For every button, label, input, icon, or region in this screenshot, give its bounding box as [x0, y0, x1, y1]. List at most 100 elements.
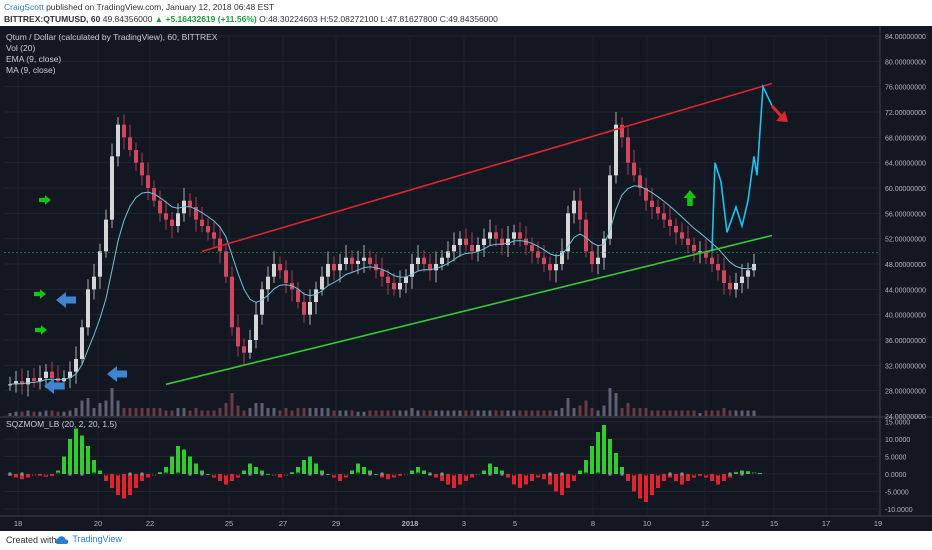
candle-body	[98, 251, 102, 277]
time-tick-label: 25	[225, 519, 233, 528]
momentum-bar	[548, 474, 552, 485]
volume-bar	[170, 410, 174, 416]
squeeze-dot	[164, 472, 168, 476]
volume-bar	[542, 410, 546, 416]
squeeze-dot	[560, 472, 564, 476]
momentum-bar	[56, 470, 60, 474]
momentum-bar	[434, 474, 438, 478]
volume-bar	[266, 408, 270, 416]
momentum-bar	[536, 474, 540, 478]
momentum-bar	[488, 463, 492, 474]
candle-body	[92, 276, 96, 290]
momentum-bar	[296, 467, 300, 474]
momentum-bar	[266, 474, 270, 475]
projection-path	[711, 83, 773, 252]
volume-bar	[290, 410, 294, 416]
squeeze-dot	[188, 472, 192, 476]
candle-body	[212, 232, 216, 239]
candle-body	[344, 257, 348, 264]
volume-bar	[602, 405, 606, 416]
candle-body	[362, 257, 366, 261]
candle-body	[26, 378, 30, 385]
momentum-bar	[194, 463, 198, 474]
author-link[interactable]: CraigScott	[4, 2, 44, 12]
volume-bar	[356, 411, 360, 416]
candle-body	[608, 175, 612, 239]
momentum-bar	[464, 474, 468, 481]
candle-body	[8, 384, 12, 386]
candle-body	[284, 270, 288, 283]
volume-bar	[452, 410, 456, 416]
candle-body	[674, 226, 678, 233]
volume-bar	[104, 400, 108, 416]
candle-body	[452, 245, 456, 252]
squeeze-dot	[356, 472, 360, 476]
momentum-bar	[650, 474, 654, 495]
candle-body	[704, 251, 708, 258]
momentum-bar	[734, 472, 738, 474]
momentum-bar	[626, 474, 630, 481]
squeeze-dot	[224, 472, 228, 476]
candle-body	[476, 245, 480, 252]
legend-volume[interactable]: Vol (20)	[6, 43, 36, 53]
chart-canvas[interactable]: 49.8435600041.30 24.0000000028.000000003…	[0, 26, 932, 531]
volume-bar	[338, 410, 342, 416]
candle-body	[146, 175, 150, 188]
time-tick-label: 2018	[402, 519, 419, 528]
volume-bar	[572, 408, 576, 416]
volume-bar	[14, 411, 18, 416]
momentum-bar	[386, 474, 390, 480]
squeeze-dot	[656, 472, 660, 476]
momentum-bar	[362, 467, 366, 474]
candle-body	[302, 302, 306, 315]
squeeze-dot	[8, 472, 12, 476]
volume-bar	[386, 410, 390, 416]
squeeze-dot	[212, 472, 216, 476]
momentum-bar	[452, 474, 456, 488]
candle-body	[188, 200, 192, 207]
volume-bar	[620, 408, 624, 416]
volume-bar	[722, 408, 726, 416]
upper-trendline	[201, 82, 773, 253]
candle-body	[200, 219, 204, 226]
momentum-bar	[68, 439, 72, 474]
volume-bar	[524, 410, 528, 416]
oscillator-legend[interactable]: SQZMOM_LB (20, 2, 20, 1.5)	[6, 419, 118, 429]
momentum-bar	[512, 474, 516, 485]
tradingview-logo[interactable]: TradingView	[54, 534, 122, 545]
squeeze-dot	[632, 472, 636, 476]
momentum-bar	[578, 470, 582, 474]
candle-body	[86, 289, 90, 328]
squeeze-dot	[512, 472, 516, 476]
squeeze-dot	[548, 472, 552, 476]
candle-body	[398, 283, 402, 290]
osc-tick-label: 5.0000	[885, 455, 907, 462]
volume-bar	[422, 410, 426, 416]
momentum-bar	[314, 463, 318, 474]
momentum-bar	[254, 467, 258, 474]
volume-bar	[530, 410, 534, 416]
volume-bar	[26, 410, 30, 416]
legend-ema[interactable]: EMA (9, close)	[6, 54, 62, 64]
candle-body	[20, 381, 24, 385]
price-tick-label: 56.00000000	[885, 211, 926, 218]
candle-body	[104, 219, 108, 252]
momentum-bar	[470, 474, 474, 478]
momentum-bar	[572, 474, 576, 481]
chart-area[interactable]: 49.8435600041.30 24.0000000028.000000003…	[0, 26, 932, 531]
squeeze-dot	[752, 472, 756, 476]
squeeze-dot	[44, 472, 48, 476]
candle-body	[572, 200, 576, 214]
indicator-legend: Qtum / Dollar (calculated by TradingView…	[6, 32, 217, 76]
candle-body	[542, 257, 546, 264]
volume-bar	[752, 410, 756, 416]
momentum-bar	[248, 463, 252, 474]
legend-ma[interactable]: MA (9, close)	[6, 65, 56, 75]
momentum-bar	[398, 474, 402, 476]
volume-bar	[140, 408, 144, 416]
momentum-bar	[218, 474, 222, 481]
candle-body	[470, 245, 474, 252]
momentum-bar	[260, 470, 264, 474]
momentum-bar	[668, 474, 672, 478]
candle-body	[236, 327, 240, 347]
